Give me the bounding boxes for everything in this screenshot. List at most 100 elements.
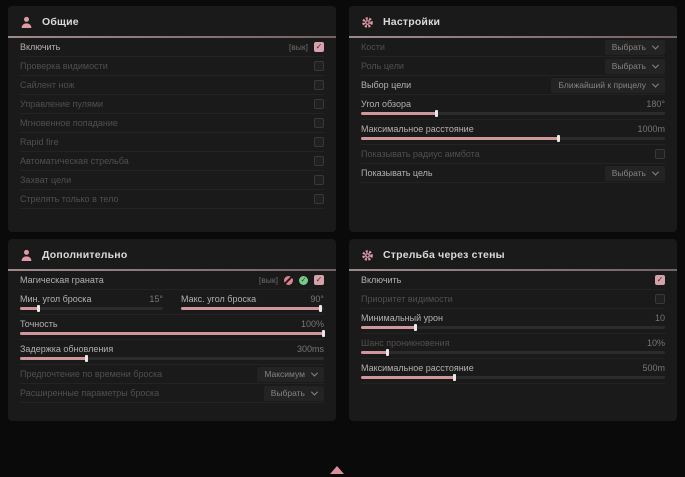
slider-thumb[interactable] <box>36 305 40 312</box>
slider-value: 1000m <box>637 124 665 134</box>
row-label: Rapid fire <box>20 137 59 147</box>
show-aimbot-radius-checkbox[interactable] <box>655 149 665 159</box>
crossed-circle-icon[interactable] <box>284 275 293 285</box>
slider-thumb[interactable] <box>319 305 323 312</box>
slider-thumb[interactable] <box>84 355 88 362</box>
bullet-control-checkbox[interactable] <box>314 99 324 109</box>
panel-title: Стрельба через стены <box>383 249 505 261</box>
row-label: Мгновенное попадание <box>20 118 118 128</box>
fov-slider[interactable] <box>361 110 665 117</box>
target-lock-checkbox[interactable] <box>314 175 324 185</box>
row-max-distance: Максимальное расстояние 500m <box>361 359 665 384</box>
row-bullet-control: Управление пулями <box>20 95 324 114</box>
row-label: Мин. угол броска <box>20 294 92 304</box>
auto-fire-checkbox[interactable] <box>314 156 324 166</box>
row-label: Проверка видимости <box>20 61 108 71</box>
row-target-role: Роль цели Выбрать <box>361 57 665 76</box>
chevron-down-icon <box>651 168 660 176</box>
target-role-select[interactable]: Выбрать <box>604 58 665 74</box>
row-bones: Кости Выбрать <box>361 38 665 57</box>
visibility-check-checkbox[interactable] <box>314 61 324 71</box>
panel-title: Общие <box>42 16 79 28</box>
row-fov: Угол обзора 180° <box>361 95 665 120</box>
scroll-up-indicator <box>330 466 344 474</box>
bones-select[interactable]: Выбрать <box>604 39 665 55</box>
visibility-priority-checkbox[interactable] <box>655 294 665 304</box>
min-throw-angle-slider[interactable] <box>20 305 163 312</box>
slider-thumb[interactable] <box>435 110 438 117</box>
row-label: Включить <box>361 275 402 285</box>
slider-value: 180° <box>646 99 665 109</box>
wall-max-distance-slider[interactable] <box>361 374 665 381</box>
row-silent-knife: Сайлент нож <box>20 76 324 95</box>
header-divider <box>8 269 336 271</box>
row-magic-grenade: Магическая граната [вык] <box>20 271 324 290</box>
max-throw-angle-slider[interactable] <box>181 305 324 312</box>
row-max-throw-angle: Макс. угол броска 90° <box>181 290 324 314</box>
slider-thumb[interactable] <box>386 349 390 356</box>
panel-general: Общие Включить [вык] Проверка видимости … <box>8 6 336 232</box>
panel-wallbang: Стрельба через стены Включить Приоритет … <box>349 239 677 421</box>
target-selection-select[interactable]: Ближайший к прицелу <box>551 77 665 93</box>
slider-thumb[interactable] <box>556 135 560 142</box>
body-only-checkbox[interactable] <box>314 194 324 204</box>
row-enable: Включить [вык] <box>20 38 324 57</box>
select-value: Максимум <box>264 369 305 379</box>
select-value: Выбрать <box>270 388 305 398</box>
row-label: Приоритет видимости <box>361 294 453 304</box>
row-show-target: Показывать цель Выбрать <box>361 164 665 183</box>
check-circle-icon[interactable] <box>299 275 308 285</box>
row-label: Предпочтение по времени броска <box>20 369 163 379</box>
slider-thumb[interactable] <box>322 330 325 337</box>
panel-title: Настройки <box>383 16 441 28</box>
row-label: Магическая граната <box>20 275 104 285</box>
row-label: Показывать цель <box>361 168 433 178</box>
row-max-distance: Максимальное расстояние 1000m <box>361 120 665 145</box>
max-distance-slider[interactable] <box>361 135 665 142</box>
enable-checkbox[interactable] <box>314 42 324 52</box>
row-rapid-fire: Rapid fire <box>20 133 324 152</box>
slider-thumb[interactable] <box>453 374 457 381</box>
rapid-fire-checkbox[interactable] <box>314 137 324 147</box>
row-label: Роль цели <box>361 61 404 71</box>
slider-thumb[interactable] <box>413 324 417 331</box>
show-target-select[interactable]: Выбрать <box>604 165 665 181</box>
accuracy-slider[interactable] <box>20 330 325 337</box>
row-label: Включить <box>20 42 61 52</box>
row-label: Автоматическая стрельба <box>20 156 129 166</box>
row-throw-time-preference: Предпочтение по времени броска Максимум <box>20 365 324 384</box>
row-show-aimbot-radius: Показывать радиус аимбота <box>361 145 665 164</box>
row-label: Максимальное расстояние <box>361 363 474 373</box>
select-value: Ближайший к прицелу <box>558 80 646 90</box>
row-label: Расширенные параметры броска <box>20 388 160 398</box>
select-value: Выбрать <box>611 42 646 52</box>
keybind-label: [вык] <box>258 275 278 285</box>
row-label: Задержка обновления <box>20 344 114 354</box>
row-enable: Включить <box>361 271 665 290</box>
header-divider <box>8 36 336 38</box>
silent-knife-checkbox[interactable] <box>314 80 324 90</box>
panel-additional-header: Дополнительно <box>20 239 324 269</box>
advanced-throw-params-select[interactable]: Выбрать <box>263 385 324 401</box>
header-divider <box>349 269 677 271</box>
wallbang-enable-checkbox[interactable] <box>655 275 665 285</box>
update-delay-slider[interactable] <box>20 355 324 362</box>
min-damage-slider[interactable] <box>361 324 665 331</box>
person-icon <box>20 16 33 29</box>
magic-grenade-checkbox[interactable] <box>314 275 324 285</box>
row-advanced-throw-params: Расширенные параметры броска Выбрать <box>20 384 324 403</box>
gear-icon <box>361 249 374 262</box>
panel-settings-header: Настройки <box>361 6 665 36</box>
row-label: Выбор цели <box>361 80 412 90</box>
chevron-down-icon <box>310 369 319 377</box>
instant-hit-checkbox[interactable] <box>314 118 324 128</box>
penetration-chance-slider[interactable] <box>361 349 665 356</box>
row-label: Захват цели <box>20 175 72 185</box>
panel-general-header: Общие <box>20 6 324 36</box>
keybind-label: [вык] <box>288 42 308 52</box>
select-value: Выбрать <box>611 168 646 178</box>
row-target-selection: Выбор цели Ближайший к прицелу <box>361 76 665 95</box>
chevron-down-icon <box>651 61 660 69</box>
throw-time-preference-select[interactable]: Максимум <box>257 366 324 382</box>
